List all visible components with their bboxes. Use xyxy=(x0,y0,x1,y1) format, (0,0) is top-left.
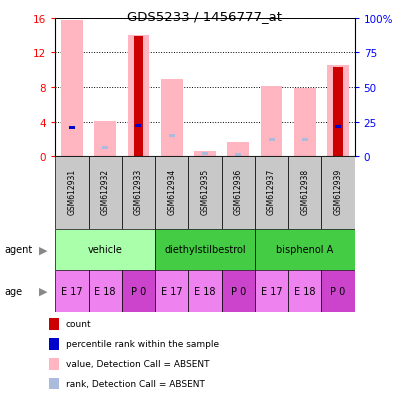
Bar xyxy=(169,135,174,138)
Bar xyxy=(133,37,143,157)
Text: GSM612935: GSM612935 xyxy=(200,169,209,215)
Text: P 0: P 0 xyxy=(130,286,146,296)
Bar xyxy=(321,271,354,312)
Bar xyxy=(288,157,321,229)
Text: ▶: ▶ xyxy=(39,286,47,296)
Bar xyxy=(235,154,240,157)
Bar xyxy=(188,271,221,312)
Bar xyxy=(293,89,315,157)
Bar xyxy=(94,121,116,157)
Bar xyxy=(161,80,182,157)
Text: E 18: E 18 xyxy=(194,286,215,296)
Bar xyxy=(155,229,254,271)
Text: P 0: P 0 xyxy=(230,286,245,296)
Bar xyxy=(301,139,307,142)
Bar xyxy=(55,157,88,229)
Bar xyxy=(268,139,274,142)
Bar xyxy=(61,21,83,157)
Bar xyxy=(202,152,207,155)
Text: E 18: E 18 xyxy=(293,286,315,296)
Text: E 17: E 17 xyxy=(61,286,83,296)
Bar xyxy=(288,271,321,312)
Bar xyxy=(127,36,149,157)
Text: GSM612933: GSM612933 xyxy=(134,169,143,215)
Text: P 0: P 0 xyxy=(330,286,345,296)
Bar xyxy=(221,271,254,312)
Text: GDS5233 / 1456777_at: GDS5233 / 1456777_at xyxy=(127,10,282,23)
Bar xyxy=(227,143,248,157)
Bar xyxy=(333,68,342,157)
Text: GSM612932: GSM612932 xyxy=(101,169,110,215)
Bar xyxy=(69,127,75,130)
Bar xyxy=(254,229,354,271)
Text: percentile rank within the sample: percentile rank within the sample xyxy=(65,339,218,349)
Text: age: age xyxy=(4,286,22,296)
Text: E 18: E 18 xyxy=(94,286,116,296)
Text: GSM612938: GSM612938 xyxy=(299,169,308,215)
Text: count: count xyxy=(65,320,91,329)
Bar xyxy=(194,152,215,157)
Text: rank, Detection Call = ABSENT: rank, Detection Call = ABSENT xyxy=(65,379,204,388)
Text: GSM612936: GSM612936 xyxy=(233,169,242,215)
Text: GSM612931: GSM612931 xyxy=(67,169,76,215)
Text: value, Detection Call = ABSENT: value, Detection Call = ABSENT xyxy=(65,359,209,368)
Bar xyxy=(155,157,188,229)
Bar xyxy=(155,271,188,312)
Text: GSM612937: GSM612937 xyxy=(266,169,275,215)
Bar xyxy=(334,126,340,129)
Bar xyxy=(221,157,254,229)
Text: bisphenol A: bisphenol A xyxy=(276,245,333,255)
Bar xyxy=(102,147,108,150)
Bar xyxy=(121,271,155,312)
Text: GSM612934: GSM612934 xyxy=(167,169,176,215)
Text: ▶: ▶ xyxy=(39,245,47,255)
Bar xyxy=(88,271,121,312)
Text: vehicle: vehicle xyxy=(88,245,122,255)
Bar xyxy=(321,157,354,229)
Bar xyxy=(55,271,88,312)
Bar xyxy=(135,125,141,128)
Bar xyxy=(121,157,155,229)
Bar xyxy=(69,127,75,130)
Text: E 17: E 17 xyxy=(161,286,182,296)
Text: diethylstilbestrol: diethylstilbestrol xyxy=(164,245,245,255)
Text: E 17: E 17 xyxy=(260,286,282,296)
Text: GSM612939: GSM612939 xyxy=(333,169,342,215)
Bar xyxy=(188,157,221,229)
Bar xyxy=(254,271,288,312)
Bar xyxy=(55,229,155,271)
Text: agent: agent xyxy=(4,245,32,255)
Bar xyxy=(88,157,121,229)
Bar xyxy=(254,157,288,229)
Bar xyxy=(326,66,348,157)
Bar xyxy=(260,87,282,157)
